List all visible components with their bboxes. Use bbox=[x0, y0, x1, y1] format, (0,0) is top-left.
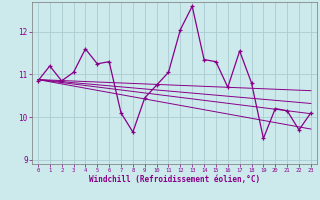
X-axis label: Windchill (Refroidissement éolien,°C): Windchill (Refroidissement éolien,°C) bbox=[89, 175, 260, 184]
